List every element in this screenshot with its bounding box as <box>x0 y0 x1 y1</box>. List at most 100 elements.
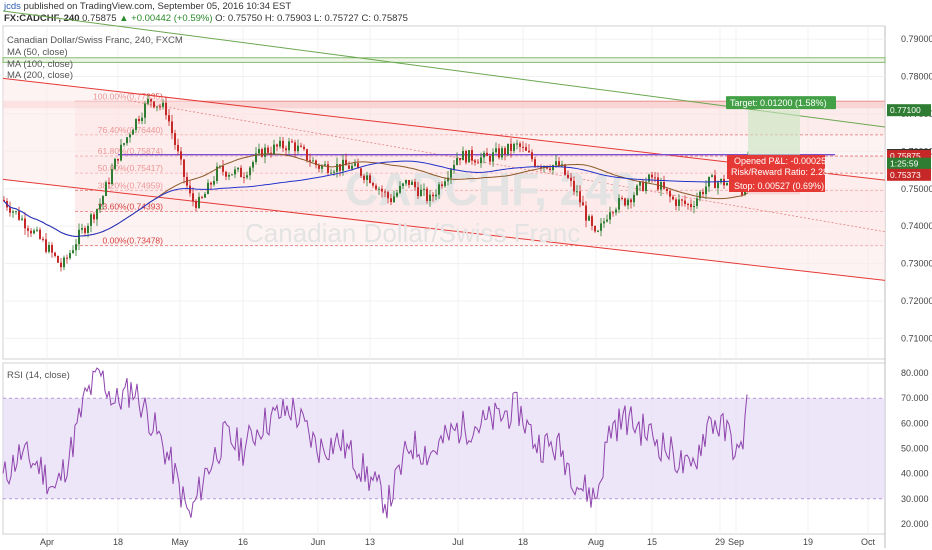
pl-box <box>727 155 825 179</box>
candle-body <box>420 189 422 197</box>
candle-body <box>606 219 608 222</box>
x-tick-label: Jun <box>311 537 326 547</box>
candle-body <box>141 117 143 122</box>
candle-body <box>498 148 500 158</box>
rsi-legend[interactable]: RSI (14, close) <box>7 370 70 381</box>
stop-label: Stop: 0.00527 (0.69%) <box>734 181 824 191</box>
candle-body <box>555 161 557 166</box>
open-value: O: 0.75750 <box>215 13 263 24</box>
candle-body <box>669 191 671 197</box>
stop-box <box>729 179 825 192</box>
candle-body <box>63 257 65 268</box>
candle-body <box>453 164 455 170</box>
legend-ma200[interactable]: MA (200, close) <box>7 70 73 81</box>
candle-body <box>78 229 80 245</box>
x-tick-label: 16 <box>238 537 248 547</box>
candle-body <box>720 178 722 183</box>
candle-body <box>261 149 263 157</box>
x-tick-label: 19 <box>803 537 813 547</box>
candle-body <box>513 143 515 151</box>
candle-body <box>57 255 59 263</box>
rsi-band <box>3 398 885 499</box>
target-box <box>726 96 836 110</box>
candle-body <box>522 146 524 148</box>
candle-body <box>483 152 485 158</box>
candle-body <box>666 188 668 192</box>
candle-body <box>36 229 38 231</box>
candle-body <box>168 115 170 122</box>
candle-body <box>366 175 368 180</box>
candle-body <box>90 214 92 226</box>
candle-body <box>345 159 347 166</box>
candle-body <box>492 152 494 162</box>
candle-body <box>327 164 329 173</box>
legend-ma50[interactable]: MA (50, close) <box>7 47 68 58</box>
candle-body <box>123 143 125 145</box>
candle-body <box>624 198 626 206</box>
candle-body <box>108 182 110 184</box>
fib-label: 0.00%(0.73478) <box>103 236 164 246</box>
candle-body <box>42 238 44 240</box>
candle-body <box>465 150 467 163</box>
candle-body <box>585 205 587 221</box>
candle-body <box>249 167 251 176</box>
candle-body <box>276 144 278 147</box>
last-price: 0.75875 <box>82 13 117 24</box>
candle-body <box>117 158 119 161</box>
published-text: published on TradingView.com, September … <box>23 1 292 12</box>
candle-body <box>435 194 437 197</box>
candle-body <box>471 150 473 161</box>
candle-body <box>162 102 164 107</box>
candles-group <box>3 94 749 272</box>
candle-body <box>609 212 611 220</box>
legend-ma100[interactable]: MA (100, close) <box>7 59 73 70</box>
candle-body <box>144 103 146 118</box>
candle-body <box>222 166 224 172</box>
username-link[interactable]: jcds <box>4 1 21 12</box>
candle-body <box>216 166 218 182</box>
candle-body <box>348 165 350 169</box>
candle-body <box>84 228 86 233</box>
candle-body <box>195 201 197 208</box>
candle-body <box>600 223 602 231</box>
candle-body <box>102 196 104 205</box>
rsi-y-tick-label: 70.000 <box>901 393 929 403</box>
candle-body <box>111 169 113 184</box>
x-tick-label: 18 <box>518 537 528 547</box>
candle-body <box>174 133 176 145</box>
candle-body <box>432 194 434 197</box>
candle-body <box>240 167 242 178</box>
candle-body <box>657 177 659 190</box>
candle-body <box>48 244 50 252</box>
candle-body <box>390 198 392 203</box>
candle-body <box>654 177 656 179</box>
candle-body <box>21 218 23 220</box>
candle-body <box>597 230 599 232</box>
x-tick-label: 15 <box>647 537 657 547</box>
candle-body <box>66 257 68 259</box>
candle-body <box>582 202 584 206</box>
candle-body <box>120 144 122 161</box>
y-tick-label: 0.71000 <box>901 333 932 343</box>
candle-body <box>705 186 707 195</box>
candle-body <box>573 180 575 192</box>
candle-body <box>300 145 302 147</box>
candle-body <box>294 142 296 152</box>
candle-body <box>339 164 341 171</box>
price-axis-badge-text: 0.77100 <box>890 105 921 115</box>
candle-body <box>387 192 389 199</box>
x-tick-label: 13 <box>365 537 375 547</box>
candle-body <box>30 230 32 234</box>
candle-body <box>288 141 290 151</box>
candle-body <box>630 199 632 203</box>
candle-body <box>693 205 695 208</box>
x-tick-label: Sep <box>728 537 744 547</box>
candle-body <box>726 183 728 186</box>
candle-body <box>291 141 293 143</box>
candle-body <box>93 214 95 220</box>
candle-body <box>741 190 743 195</box>
candle-body <box>258 149 260 154</box>
candle-body <box>501 148 503 158</box>
candle-body <box>363 175 365 180</box>
